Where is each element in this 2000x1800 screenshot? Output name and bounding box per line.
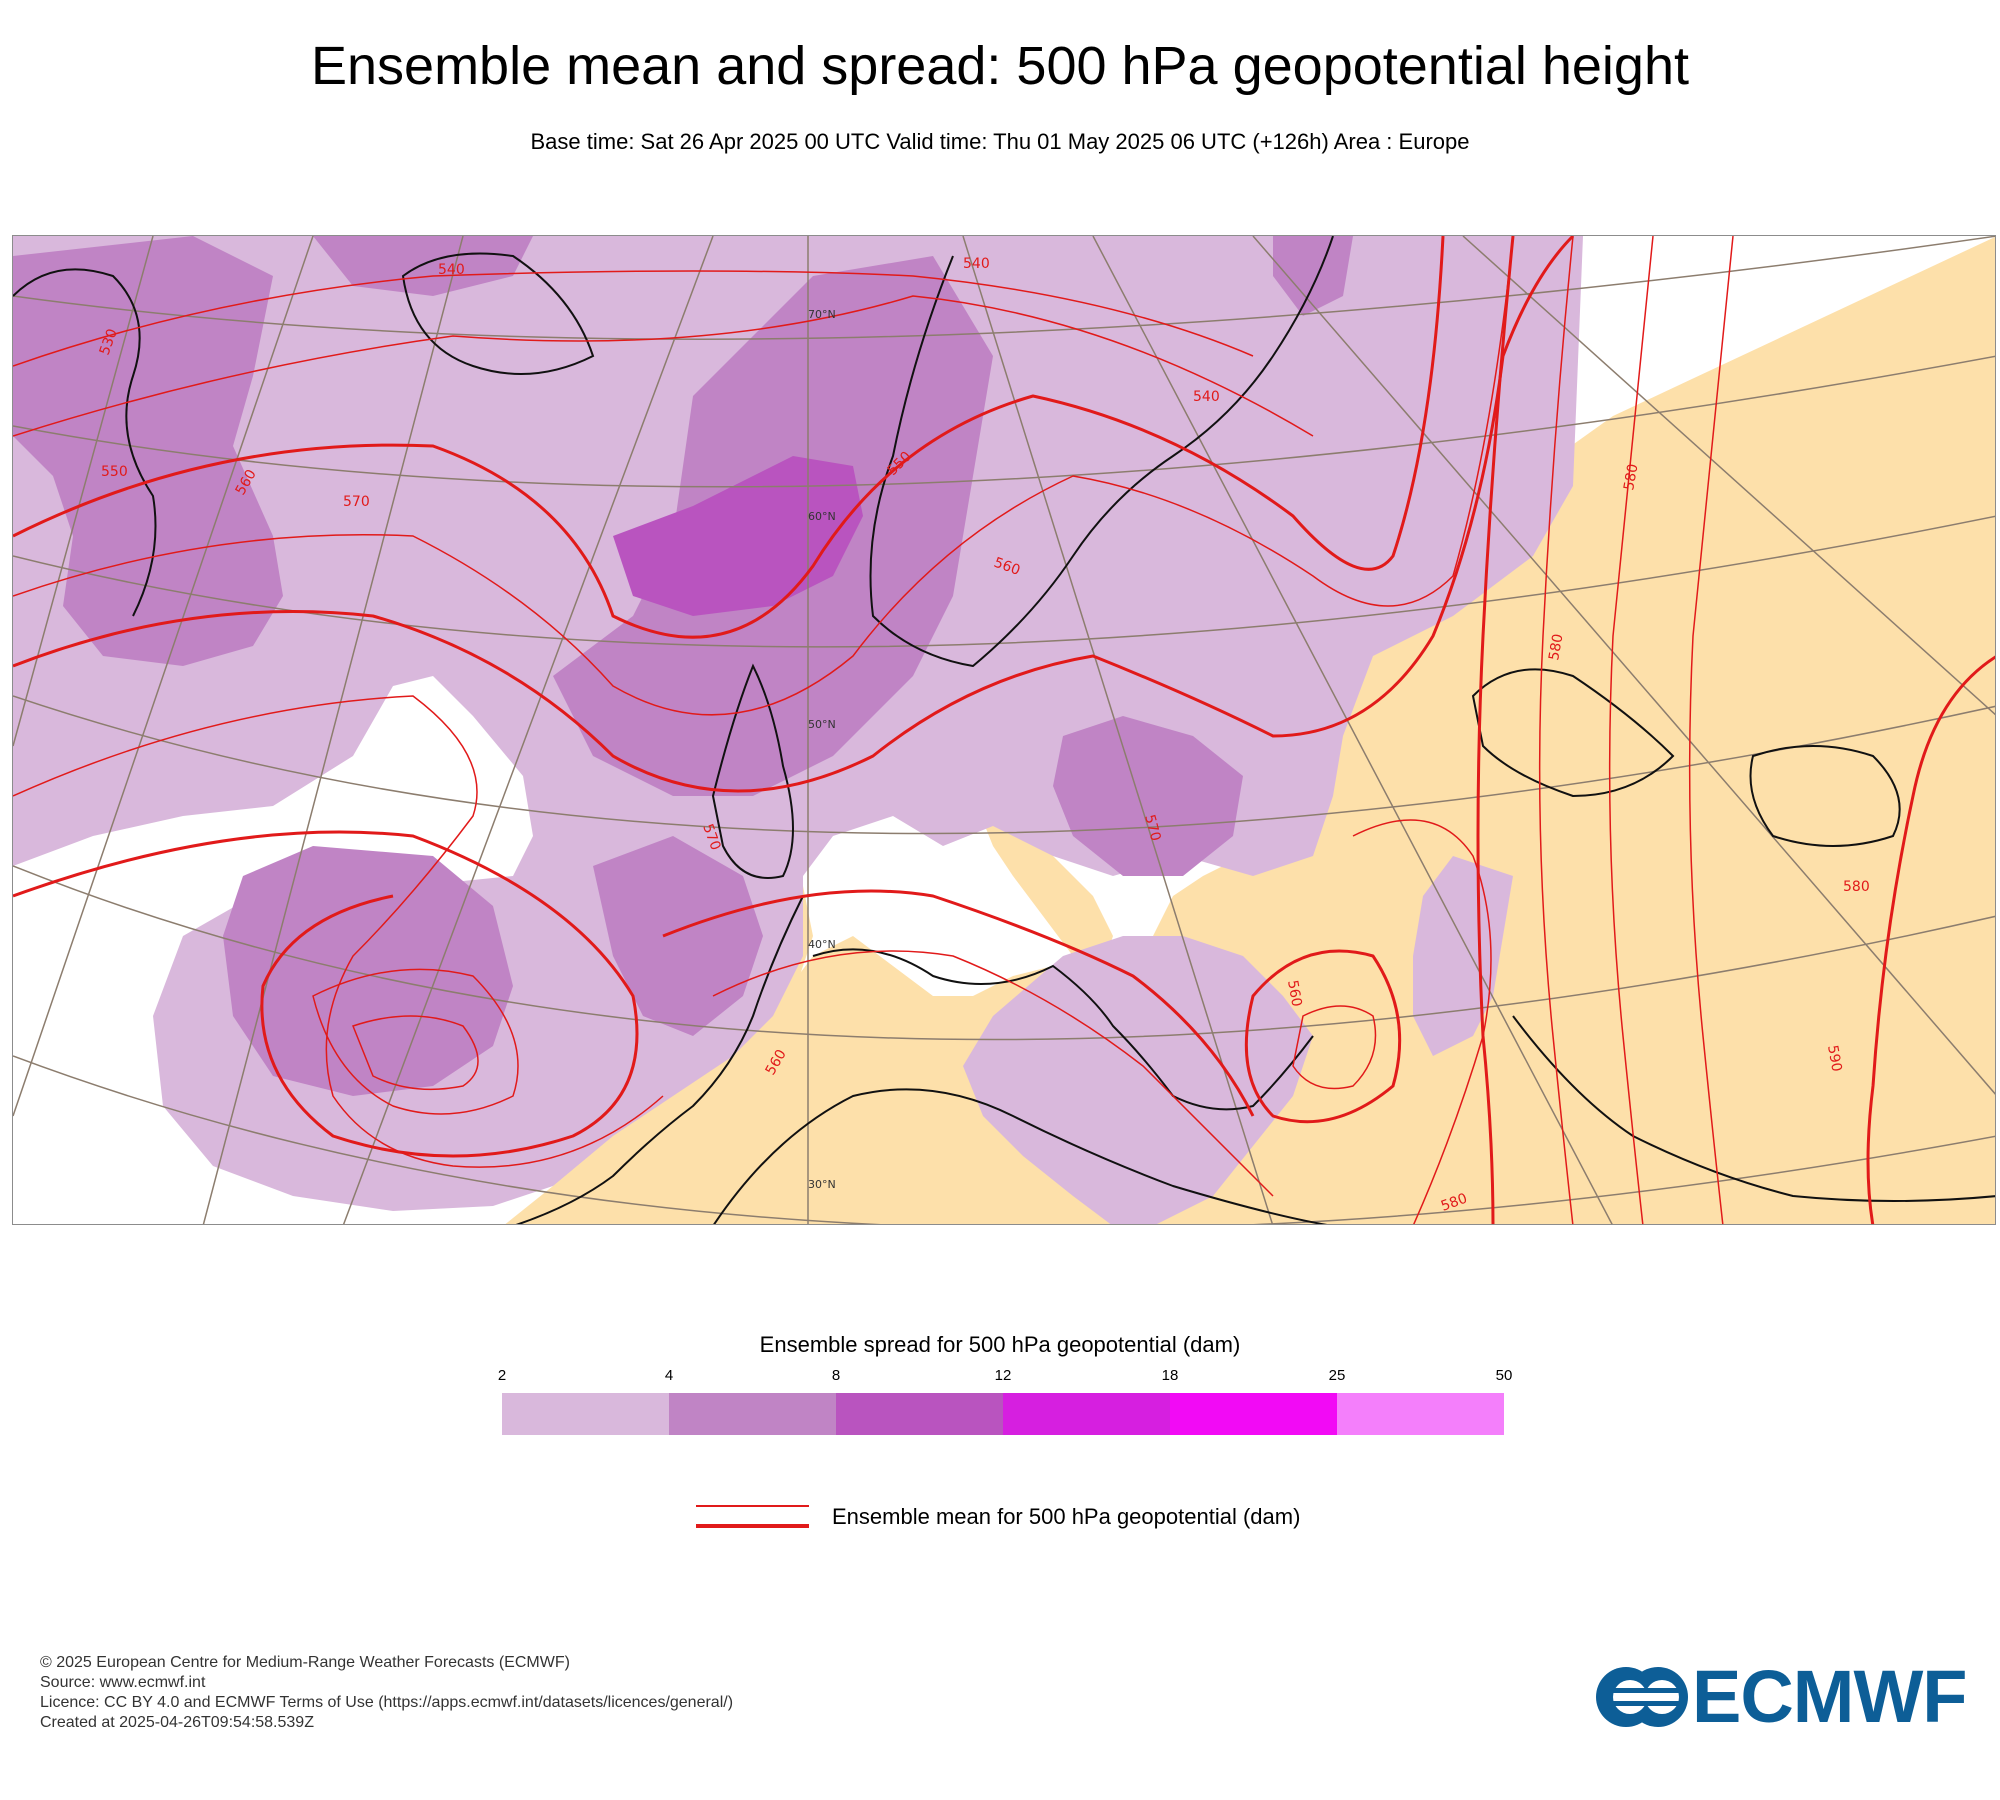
coast-red-sea [1512,1015,1995,1202]
legend-line-thick [696,1524,809,1528]
coast-mediterranean-north [812,948,1314,1111]
coast-greenland [13,268,157,617]
contour-label: 580 [1621,463,1641,492]
ecmwf-logo: ECMWF [1594,1658,1974,1736]
spread-medium-top-right [1273,236,1353,316]
latitude-labels: 70°N 60°N 50°N 40°N 30°N [808,308,836,1191]
colorbar-tick: 25 [1328,1367,1346,1384]
colorbar-tick: 18 [1161,1367,1179,1384]
footer-created: Created at 2025-04-26T09:54:58.539Z [40,1714,314,1731]
contour-label: 580 [1546,633,1566,662]
contour-label: 580 [1843,879,1870,895]
footer-licence: Licence: CC BY 4.0 and ECMWF Terms of Us… [40,1694,734,1711]
lat-label-50: 50°N [808,718,836,731]
colorbar-swatch-25-50 [1337,1393,1504,1435]
contour-label: 570 [1141,813,1163,843]
forecast-map[interactable]: 70°N 60°N 50°N 40°N 30°N 540 540 540 530… [12,235,1996,1225]
contour-legend-label: Ensemble mean for 500 hPa geopotential (… [832,1504,1301,1529]
coastlines [13,236,1995,1224]
footer-copyright: © 2025 European Centre for Medium-Range … [40,1654,570,1671]
colorbar-swatch-2-4 [502,1393,669,1435]
land-italy [973,796,1113,966]
colorbar-tick: 12 [994,1367,1012,1384]
spread-medium-top-center [313,236,533,296]
coast-scandinavia [869,236,1334,668]
lat-label-40: 40°N [808,938,836,951]
footer: © 2025 European Centre for Medium-Range … [40,1653,733,1733]
chart-title: Ensemble mean and spread: 500 hPa geopot… [310,36,1689,96]
legend-line-thin [696,1505,809,1507]
coast-iceland [401,252,595,375]
lat-label-30: 30°N [808,1178,836,1191]
colorbar-tick: 8 [831,1367,841,1384]
coast-caspian [1749,745,1901,847]
coast-north-africa [713,1088,1328,1224]
map-canvas: 70°N 60°N 50°N 40°N 30°N 540 540 540 530… [13,236,1995,1224]
spread-medium-atlantic-low [223,846,513,1096]
spread-medium-atlantic-low-2 [593,836,763,1036]
colorbar-swatch-12-18 [1003,1393,1170,1435]
colorbar-swatch-18-25 [1170,1393,1337,1435]
spread-high-north-sea [613,456,863,616]
contours [13,236,1995,1224]
chart-subtitle: Base time: Sat 26 Apr 2025 00 UTC Valid … [530,129,1470,154]
lat-label-70: 70°N [808,308,836,321]
contour-label: 560 [1284,979,1304,1008]
spread-medium-baltic [1053,716,1243,876]
graticule [13,236,1995,1224]
spread-shading [13,236,1583,1224]
contour-label: 540 [438,262,465,278]
colorbar-tick: 50 [1495,1367,1513,1384]
spread-region-central-med [963,936,1313,1224]
colorbar-title: Ensemble spread for 500 hPa geopotential… [759,1332,1241,1357]
footer-source: Source: www.ecmwf.int [40,1674,206,1691]
contour-label: 540 [963,256,990,272]
ecmwf-logo-text: ECMWF [1692,1655,1967,1738]
colorbar-swatch-8-12 [836,1393,1003,1435]
lat-label-60: 60°N [808,510,836,523]
contour-label: 570 [343,494,370,510]
contour-label: 590 [1824,1044,1844,1073]
colorbar-tick: 4 [664,1367,674,1384]
contour-label: 550 [101,464,128,480]
coast-british-isles [711,663,794,879]
colorbar-tick: 2 [497,1367,507,1384]
colorbar-swatch-4-8 [669,1393,836,1435]
ecmwf-logo-icon [1596,1667,1688,1727]
coast-mainland-west [515,895,804,1224]
contour-label: 540 [1193,389,1220,405]
